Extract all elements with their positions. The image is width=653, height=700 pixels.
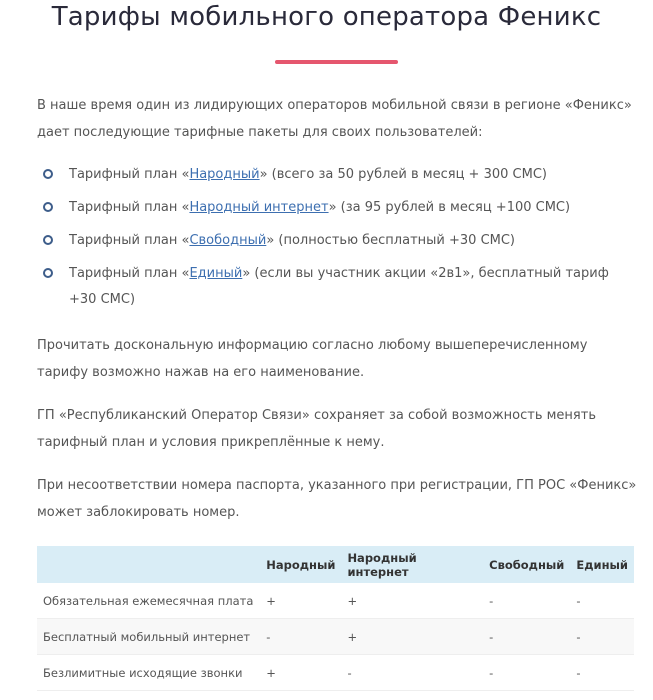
header-cell: Свободный [483, 546, 571, 583]
plan-link-ediny[interactable]: Единый [189, 266, 243, 281]
list-item: Тарифный план «Народный» (всего за 50 ру… [37, 162, 627, 188]
paragraph-passport: При несоответствии номера паспорта, указ… [37, 478, 637, 520]
cell: - [260, 618, 342, 655]
item-text: Тарифный план « [69, 266, 190, 281]
tariff-comparison-table: Народный Народный интернет Свободный Еди… [37, 546, 634, 691]
item-text: » (если вы участник акции «2в1», бесплат… [69, 266, 609, 307]
table-header-row: Народный Народный интернет Свободный Еди… [37, 546, 634, 583]
cell: Обязательная ежемесячная плата [37, 583, 261, 619]
title-underline [275, 60, 398, 64]
cell: - [341, 654, 484, 691]
cell: + [341, 618, 484, 655]
cell: - [483, 654, 571, 691]
page-title: Тарифы мобильного оператора Феникс [51, 2, 602, 32]
item-text: » (всего за 50 рублей в месяц + 300 СМС) [259, 167, 547, 182]
cell: Бесплатный мобильный интернет [37, 618, 261, 655]
cell: + [260, 583, 342, 619]
header-cell: Народный [260, 546, 342, 583]
bullet-circle-icon [43, 235, 53, 245]
bullet-circle-icon [43, 268, 53, 278]
paragraph-operator: ГП «Республиканский Оператор Связи» сохр… [37, 408, 596, 450]
cell: - [483, 583, 571, 619]
list-item: Тарифный план «Единый» (если вы участник… [37, 261, 627, 313]
cell: - [483, 618, 571, 655]
item-text: Тарифный план « [69, 233, 190, 248]
cell: + [341, 583, 484, 619]
bullet-circle-icon [43, 169, 53, 179]
bullet-circle-icon [43, 202, 53, 212]
item-text: » (за 95 рублей в месяц +100 СМС) [328, 200, 571, 215]
plan-list: Тарифный план «Народный» (всего за 50 ру… [37, 162, 627, 320]
cell: - [570, 654, 634, 691]
item-text: Тарифный план « [69, 200, 190, 215]
cell: Безлимитные исходящие звонки [37, 654, 261, 691]
table-row: Безлимитные исходящие звонки + - - - [37, 654, 634, 691]
item-text: Тарифный план « [69, 167, 190, 182]
cell: - [570, 618, 634, 655]
header-cell [37, 546, 261, 583]
header-cell: Единый [570, 546, 634, 583]
plan-link-narodny-internet[interactable]: Народный интернет [189, 200, 329, 215]
plan-link-narodny[interactable]: Народный [189, 167, 260, 182]
header-cell: Народный интернет [341, 546, 484, 583]
intro-paragraph: В наше время один из лидирующих оператор… [37, 98, 632, 140]
cell: + [260, 654, 342, 691]
plan-link-svobodny[interactable]: Свободный [189, 233, 267, 248]
table-row: Обязательная ежемесячная плата + + - - [37, 583, 634, 619]
table-row: Бесплатный мобильный интернет - + - - [37, 618, 634, 655]
list-item: Тарифный план «Свободный» (полностью бес… [37, 228, 627, 254]
paragraph-details: Прочитать доскональную информацию соглас… [37, 338, 588, 380]
item-text: » (полностью бесплатный +30 СМС) [266, 233, 516, 248]
cell: - [570, 583, 634, 619]
list-item: Тарифный план «Народный интернет» (за 95… [37, 195, 627, 221]
